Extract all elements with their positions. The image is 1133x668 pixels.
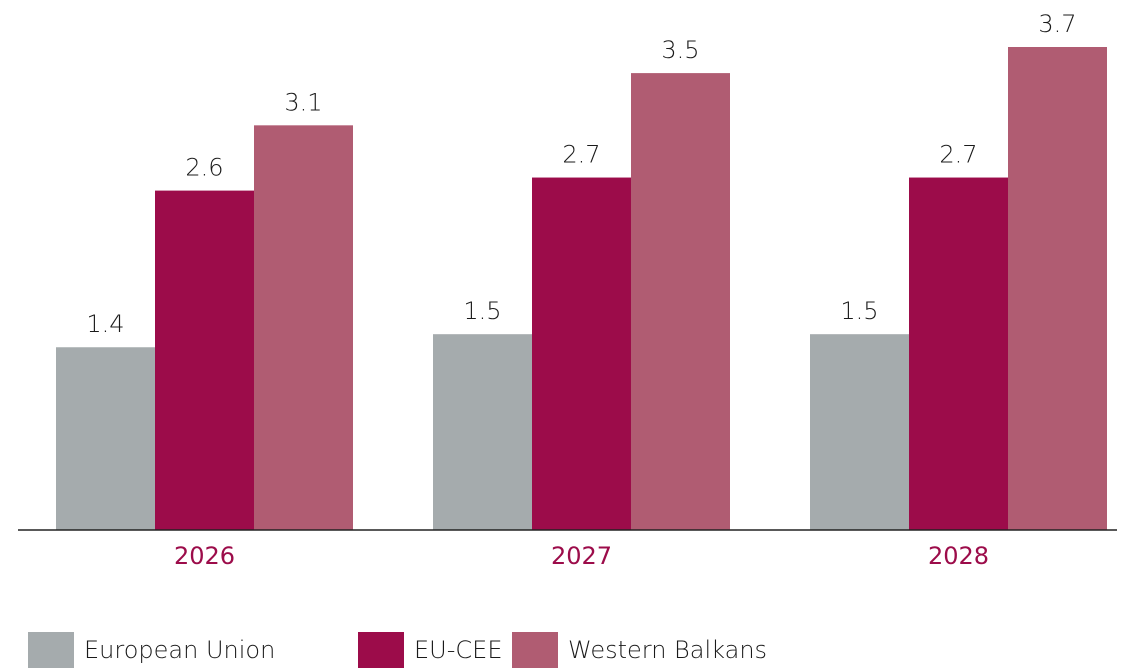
value-label: 2.7 [562,141,600,169]
legend-swatch [512,632,558,668]
legend-swatch [28,632,74,668]
legend-label: European Union [84,636,275,664]
value-label: 1.5 [463,297,501,325]
x-tick-label: 2027 [551,542,612,570]
bar [56,347,155,530]
x-tick-label: 2028 [928,542,989,570]
bar [810,334,909,530]
value-label: 3.1 [284,88,322,116]
bar [155,190,254,530]
value-label: 2.7 [939,141,977,169]
legend-label: Western Balkans [568,636,767,664]
value-label: 3.7 [1038,10,1076,38]
bar [433,334,532,530]
value-label: 2.6 [185,154,223,182]
bar [909,177,1008,531]
value-label: 3.5 [661,36,699,64]
bar [1008,47,1107,530]
x-tick-label: 2026 [174,542,235,570]
value-label: 1.4 [86,310,124,338]
bar [254,125,353,530]
legend-label: EU-CEE [414,636,502,664]
value-label: 1.5 [840,297,878,325]
legend-swatch [358,632,404,668]
bar [631,73,730,531]
bar [532,177,631,531]
